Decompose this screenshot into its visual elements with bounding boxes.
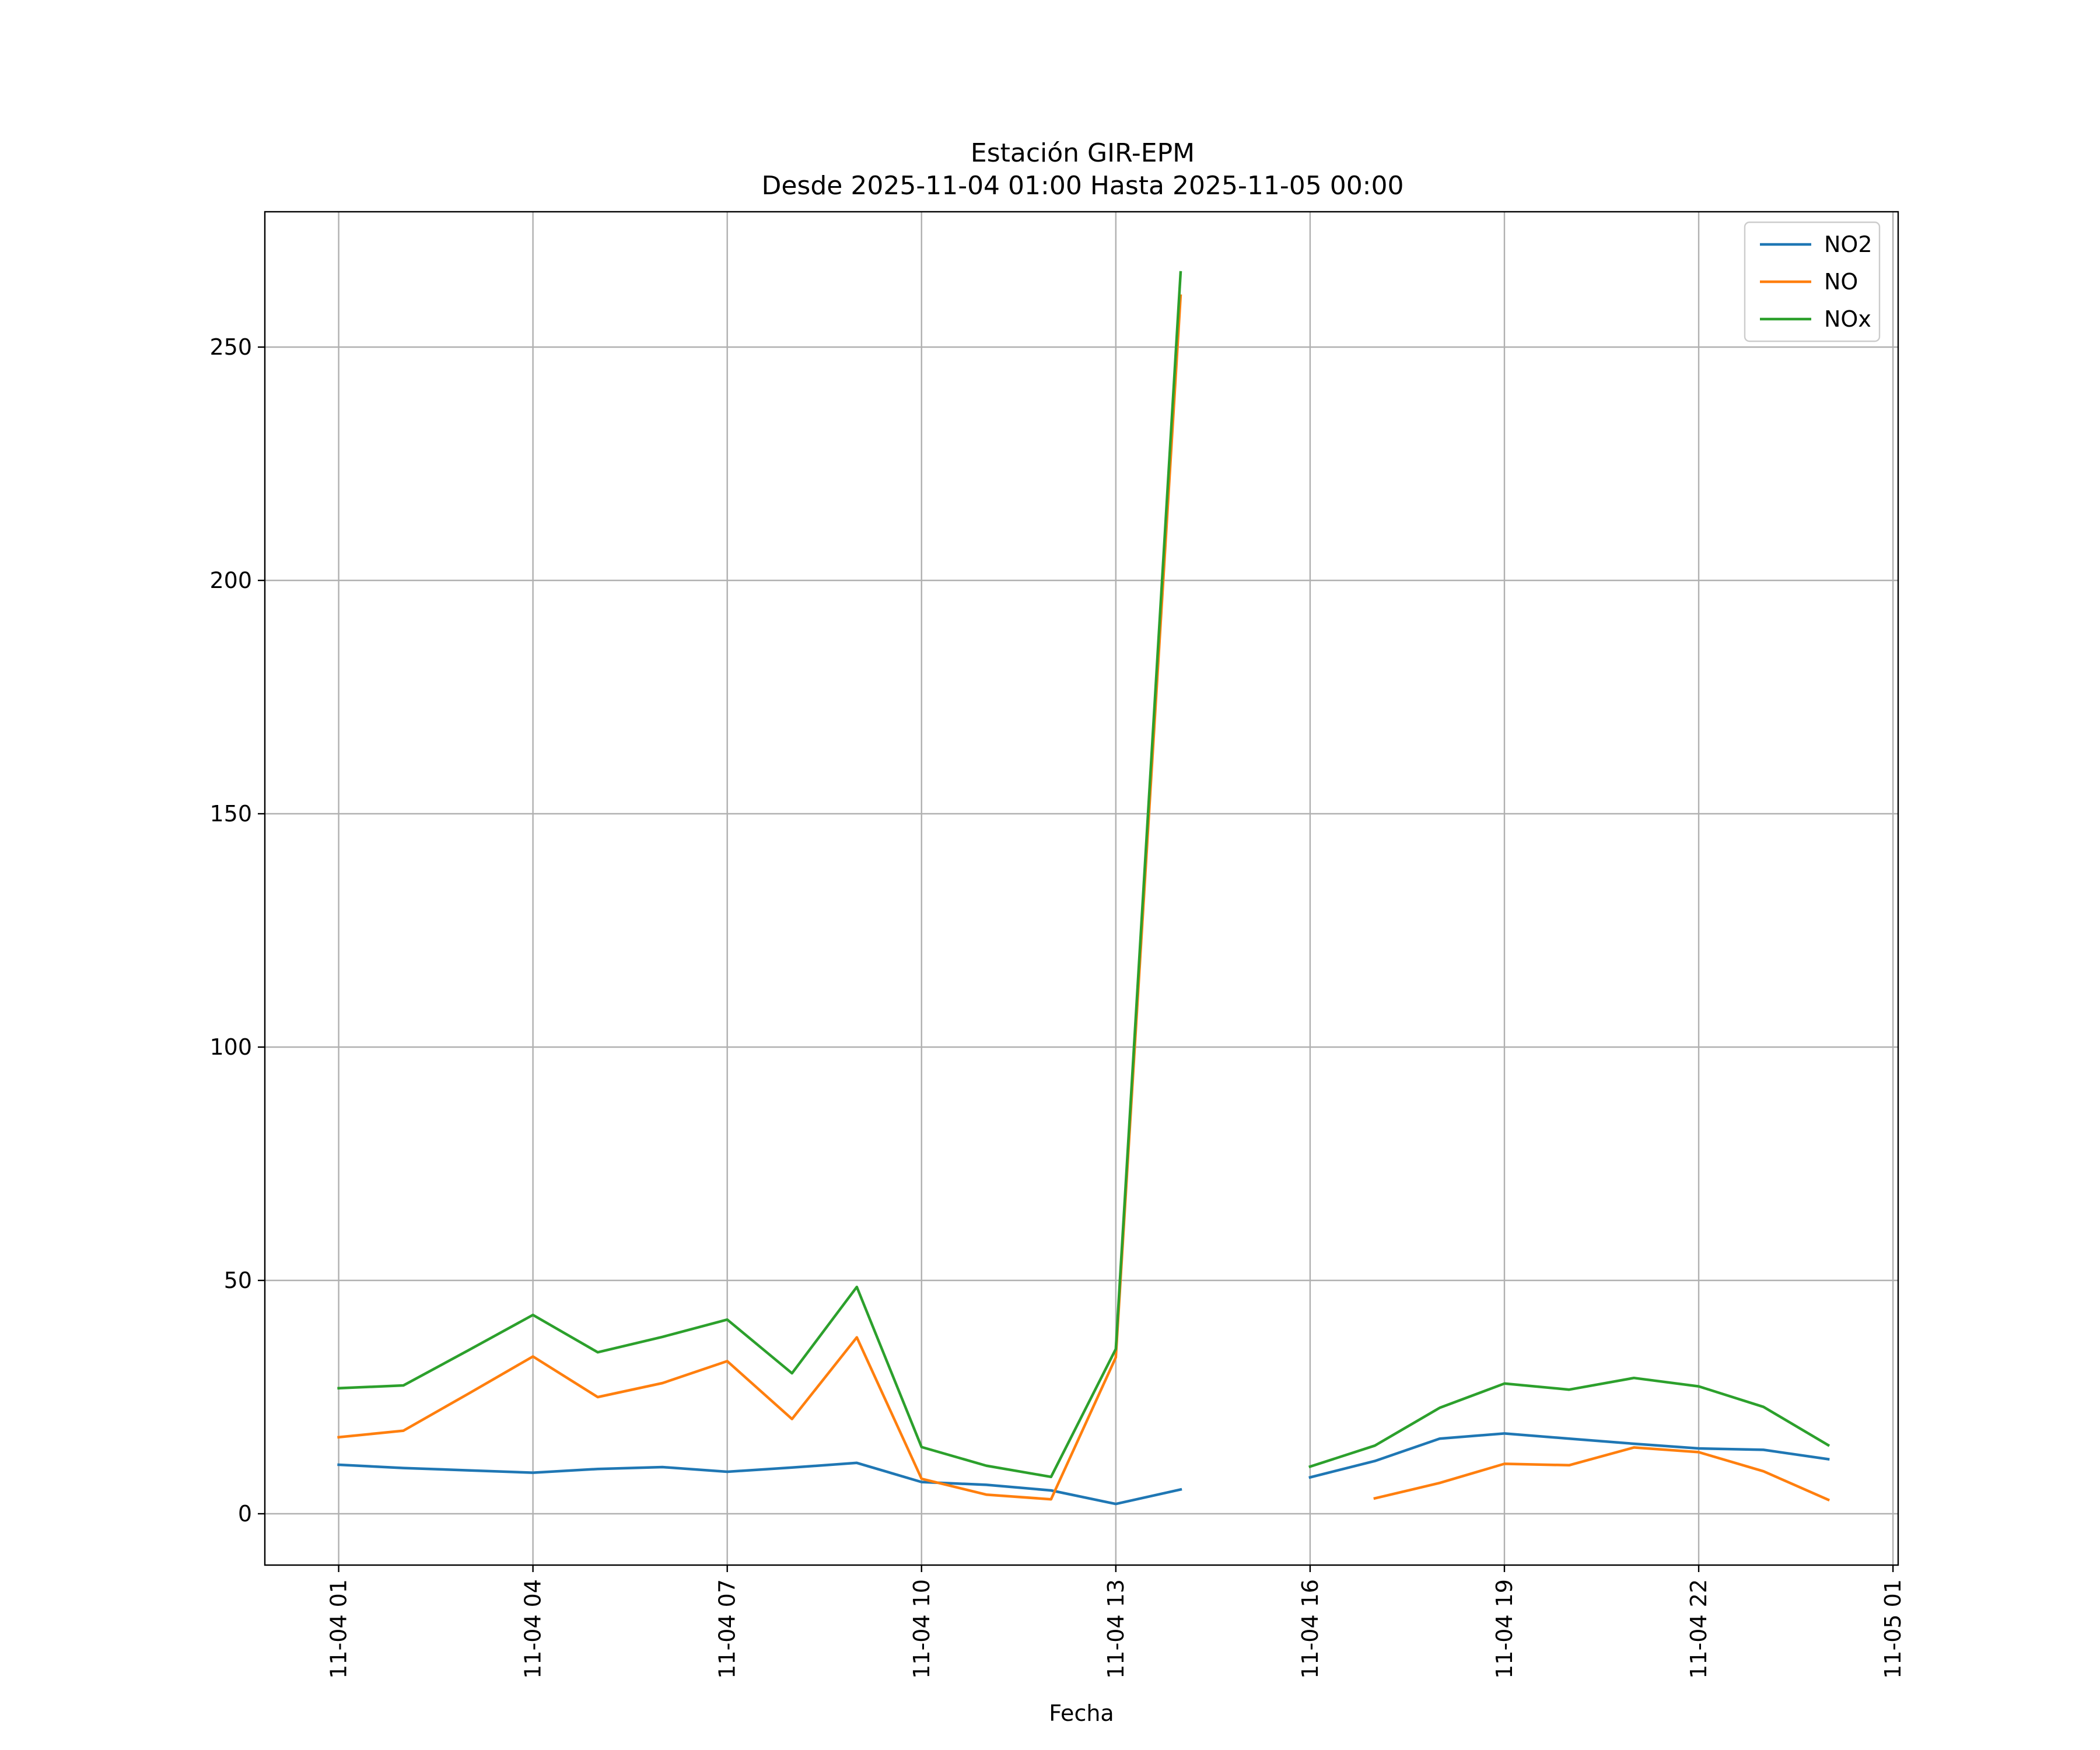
series-nox [337,271,1831,1479]
y-tick-label: 250 [209,334,252,360]
y-tick-label: 50 [224,1268,252,1293]
y-tick-label: 0 [238,1501,252,1527]
axis-ticks: 0 50 100 150 200 250 11-04 01 11-04 04 11-04 07 1… [209,334,1906,1679]
series-line-no [1373,1446,1831,1502]
plot-frame [264,211,1899,1566]
x-tick-label: 11-05 01 [1880,1579,1906,1679]
series-line-no2 [337,1461,1182,1506]
series-line-nox [1308,1376,1831,1469]
chart-title: Estación GIR-EPM [971,138,1195,168]
series-line-no2 [1308,1432,1830,1479]
x-tick-label: 11-04 04 [520,1579,546,1679]
series-line-no [337,294,1182,1501]
legend-label-no: NO [1824,269,1858,295]
y-tick-label: 200 [209,568,252,593]
x-tick-label: 11-04 16 [1297,1579,1323,1679]
series-no2 [337,1432,1830,1506]
legend-frame [1744,221,1881,342]
y-tick-label: 150 [209,801,252,827]
x-tick-label: 11-04 10 [909,1579,935,1679]
x-tick-label: 11-04 01 [326,1579,352,1679]
chart-subtitle: Desde 2025-11-04 01:00 Hasta 2025-11-05 … [761,171,1404,201]
series-lines [337,271,1831,1506]
y-tick-label: 100 [209,1034,252,1060]
legend: NO2 NO NOx [1744,221,1881,342]
x-tick-label: 11-04 19 [1492,1579,1517,1679]
legend-label-no2: NO2 [1824,232,1873,257]
x-axis-label: Fecha [1049,1700,1114,1726]
x-tick-label: 11-04 07 [715,1579,740,1679]
legend-label-nox: NOx [1824,306,1871,332]
series-line-nox [337,271,1182,1479]
x-tick-label: 11-04 22 [1686,1579,1712,1679]
grid [265,212,1898,1565]
series-no [337,294,1831,1502]
x-tick-label: 11-04 13 [1103,1579,1129,1679]
